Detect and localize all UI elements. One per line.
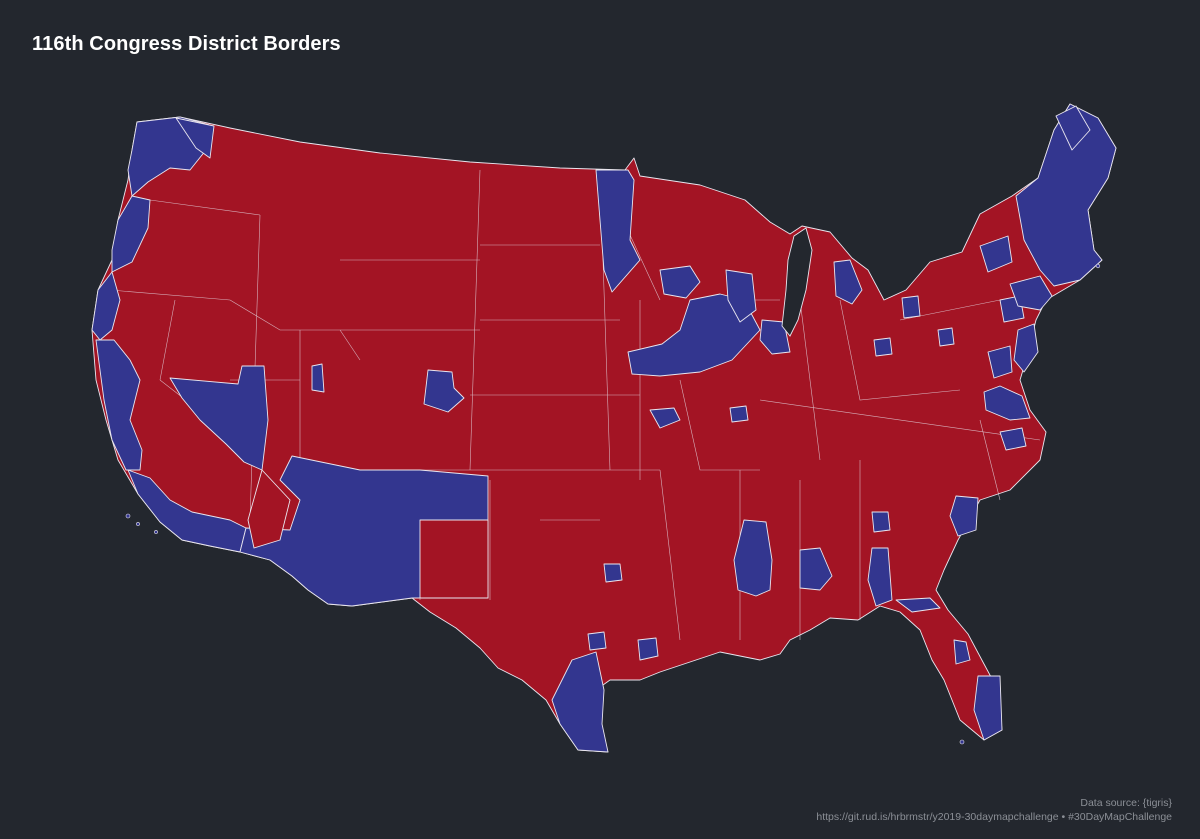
district-ut-slc <box>311 363 325 393</box>
district-ca-north <box>91 271 121 341</box>
democratic-districts <box>91 103 1117 753</box>
district-kc <box>649 407 681 429</box>
district-fl-north <box>895 597 941 613</box>
district-tx-austin <box>587 631 607 651</box>
data-source-caption: Data source: {tigris} <box>1080 797 1172 809</box>
district-ohio-cle <box>901 295 921 319</box>
district-mi-east <box>833 259 863 305</box>
district-tx-dallas <box>603 563 623 583</box>
district-az-mid <box>247 469 291 549</box>
district-ca-bay <box>95 339 143 471</box>
district-sc <box>949 495 979 537</box>
district-fl-central <box>953 639 971 665</box>
district-atlanta <box>871 511 891 533</box>
district-ohio-col <box>873 337 893 357</box>
source-link-caption: https://git.rud.is/hrbrmstr/y2019-30daym… <box>816 811 1172 823</box>
district-de-nj <box>1013 323 1039 373</box>
district-wi-east <box>725 269 757 323</box>
district-pa-pitt <box>937 327 955 347</box>
district-houston <box>637 637 659 661</box>
district-ny-metro <box>1009 275 1053 311</box>
district-va-tidewater <box>999 427 1027 451</box>
district-va-nova <box>983 385 1031 421</box>
district-me-2 <box>1055 105 1091 151</box>
district-ga-sw <box>867 547 893 607</box>
district-ms-delta <box>733 519 773 597</box>
district-al-black-belt <box>799 547 833 591</box>
district-ny-upstate <box>979 235 1013 273</box>
district-nm-east <box>419 519 489 599</box>
district-mn-west <box>595 169 641 293</box>
coastal-islands <box>125 263 1101 745</box>
district-chicago <box>759 319 791 355</box>
district-or-coast <box>111 195 151 273</box>
district-md-balt <box>987 345 1013 379</box>
district-co-denver <box>423 369 465 413</box>
lake-michigan <box>781 227 813 337</box>
district-wa-east <box>175 117 215 159</box>
district-tx-south <box>551 651 609 753</box>
page-title: 116th Congress District Borders <box>32 33 341 55</box>
district-mn-metro <box>659 265 701 299</box>
district-fl-south <box>973 675 1003 741</box>
district-stl <box>729 405 749 423</box>
